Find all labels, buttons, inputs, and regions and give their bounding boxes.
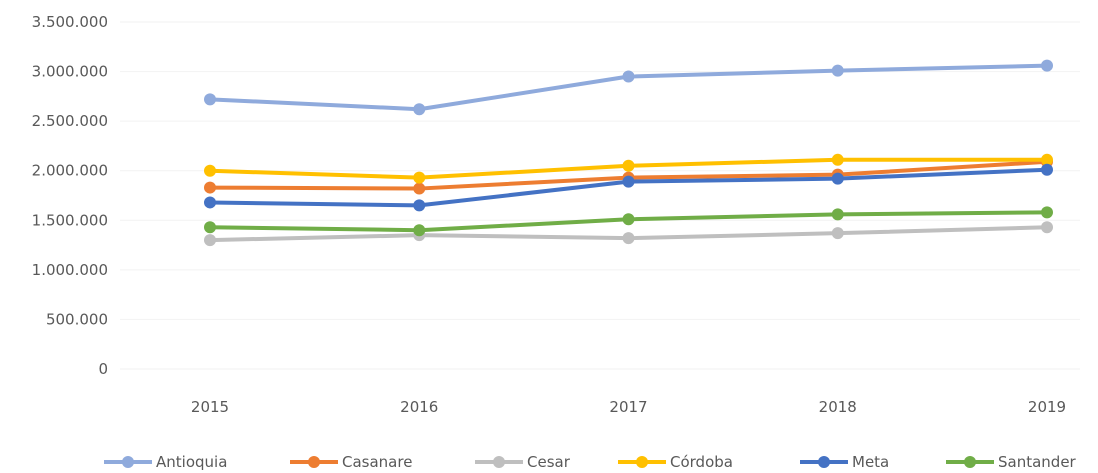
data-point-santander: [413, 224, 426, 237]
legend-item-santander: Santander: [946, 453, 1077, 471]
data-point-antioquia: [204, 93, 216, 106]
y-tick-label: 1.500.000: [32, 211, 108, 229]
data-point-córdoba: [204, 164, 216, 177]
x-tick-label: 2017: [609, 398, 647, 416]
data-point-meta: [413, 199, 426, 212]
x-tick-label: 2019: [1028, 398, 1066, 416]
data-point-casanare: [204, 181, 216, 194]
x-tick-label: 2018: [819, 398, 857, 416]
legend-label: Casanare: [342, 453, 412, 471]
y-tick-label: 2.000.000: [32, 162, 108, 180]
x-tick-label: 2016: [400, 398, 438, 416]
data-point-antioquia: [1041, 59, 1053, 72]
data-point-antioquia: [622, 70, 635, 83]
legend-label: Meta: [852, 453, 889, 471]
series-layer: [204, 59, 1053, 247]
data-point-casanare: [413, 182, 426, 195]
data-point-meta: [204, 196, 216, 209]
data-point-antioquia: [413, 103, 426, 116]
data-point-santander: [831, 208, 844, 221]
data-point-meta: [622, 175, 635, 188]
data-point-antioquia: [831, 64, 844, 77]
data-point-santander: [622, 213, 635, 226]
y-tick-label: 0: [98, 360, 108, 378]
legend-item-córdoba: Córdoba: [618, 453, 733, 471]
data-point-cesar: [1041, 221, 1053, 234]
legend-label: Cesar: [527, 453, 571, 471]
data-point-córdoba: [831, 153, 844, 166]
legend-label: Antioquia: [156, 453, 227, 471]
grid-layer: [120, 21, 1080, 370]
legend-item-cesar: Cesar: [475, 453, 571, 471]
data-point-cesar: [831, 227, 844, 240]
legend-item-casanare: Casanare: [290, 453, 412, 471]
y-tick-label: 3.500.000: [32, 13, 108, 31]
x-tick-label: 2015: [191, 398, 229, 416]
legend-swatch-marker: [964, 456, 976, 468]
data-point-cesar: [204, 234, 216, 247]
legend-swatch-marker: [122, 456, 134, 468]
data-point-santander: [1041, 206, 1053, 219]
data-point-meta: [831, 172, 844, 185]
legend-label: Córdoba: [670, 453, 733, 471]
x-axis-ticks: 2015 2016 2017 2018 2019: [191, 398, 1066, 416]
data-point-meta: [1041, 163, 1053, 176]
legend-swatch-marker: [493, 456, 505, 468]
data-point-córdoba: [413, 171, 426, 184]
legend-swatch-marker: [818, 456, 830, 468]
y-tick-label: 1.000.000: [32, 261, 108, 279]
legend-swatch-marker: [308, 456, 320, 468]
legend-label: Santander: [998, 453, 1077, 471]
data-point-santander: [204, 221, 216, 234]
legend-item-meta: Meta: [800, 453, 889, 471]
legend-swatch-marker: [636, 456, 648, 468]
legend-item-antioquia: Antioquia: [104, 453, 227, 471]
legend: Antioquia Casanare Cesar Córdoba Meta Santand…: [104, 453, 1077, 471]
data-point-córdoba: [622, 159, 635, 172]
y-axis-ticks: 0 500.000 1.000.000 1.500.000 2.000.000 2.500…: [32, 13, 108, 378]
y-tick-label: 500.000: [46, 310, 108, 328]
y-tick-label: 3.000.000: [32, 63, 108, 81]
data-point-córdoba: [1041, 153, 1053, 166]
y-tick-label: 2.500.000: [32, 112, 108, 130]
data-point-cesar: [622, 232, 635, 245]
